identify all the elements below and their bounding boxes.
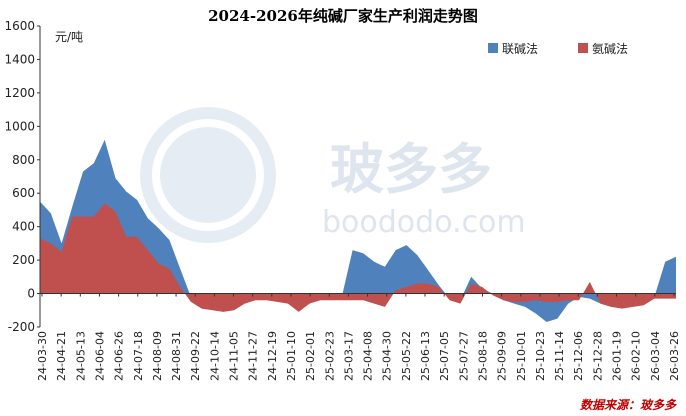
- x-tick-label: 26-03-04: [649, 331, 662, 381]
- plot-area: [40, 139, 676, 322]
- y-tick-label: 200: [12, 253, 35, 267]
- x-tick-label: 25-02-23: [323, 331, 336, 381]
- y-tick-label: 1400: [4, 52, 35, 66]
- y-tick-label: 0: [27, 287, 35, 301]
- x-tick-label: 24-11-05: [228, 331, 241, 381]
- legend-label: 联碱法: [502, 42, 538, 56]
- unit-label: 元/吨: [55, 30, 83, 44]
- x-tick-label: 25-03-17: [342, 331, 355, 381]
- x-tick-label: 25-01-10: [285, 331, 298, 381]
- x-tick-label: 24-06-26: [113, 331, 126, 381]
- x-tick-label: 25-09-09: [496, 331, 509, 381]
- watermark-logo-ring: [152, 119, 264, 231]
- x-tick-label: 24-12-19: [266, 331, 279, 381]
- watermark-domain: boododo.com: [322, 205, 526, 240]
- x-tick-label: 25-10-23: [534, 331, 547, 381]
- legend-swatch: [578, 43, 588, 53]
- watermark-brand: 玻多多: [330, 137, 492, 201]
- series-area-anjian: [40, 203, 676, 312]
- x-tick-label: 24-11-27: [247, 331, 260, 381]
- y-tick-label: 800: [12, 153, 35, 167]
- x-tick-label: 26-01-19: [611, 331, 624, 381]
- x-tick-label: 24-04-21: [55, 331, 68, 381]
- x-tick-label: 25-07-27: [457, 331, 470, 381]
- x-tick-label: 25-07-05: [438, 331, 451, 381]
- x-tick-label: 25-05-22: [400, 331, 413, 381]
- x-tick-label: 24-05-13: [74, 331, 87, 381]
- x-tick-label: 24-09-22: [189, 331, 202, 381]
- x-tick-label: 24-08-09: [151, 331, 164, 381]
- x-tick-label: 24-06-04: [93, 331, 106, 381]
- watermark: 玻多多 boododo.com: [140, 107, 526, 243]
- y-tick-label: 600: [12, 186, 35, 200]
- y-tick-label: 1200: [4, 86, 35, 100]
- x-tick-label: 25-06-13: [419, 331, 432, 381]
- source-note: 数据来源：玻多多: [580, 398, 677, 412]
- x-tick-label: 24-07-18: [132, 331, 145, 381]
- legend-label: 氨碱法: [592, 42, 628, 56]
- x-tick-label: 25-04-30: [381, 331, 394, 381]
- y-tick-label: -200: [8, 320, 35, 334]
- watermark-logo-circle: [140, 107, 276, 243]
- x-tick-label: 26-03-26: [668, 331, 681, 381]
- x-tick-label: 25-02-01: [304, 331, 317, 381]
- x-tick-label: 25-11-14: [553, 331, 566, 381]
- x-tick-label: 25-08-18: [476, 331, 489, 381]
- x-tick-label: 25-10-01: [515, 331, 528, 381]
- y-tick-label: 1600: [4, 19, 35, 33]
- y-tick-label: 1000: [4, 119, 35, 133]
- x-tick-label: 24-08-31: [170, 331, 183, 381]
- x-tick-label: 25-04-08: [362, 331, 375, 381]
- x-tick-label: 25-12-28: [591, 331, 604, 381]
- chart-title: 2024-2026年纯碱厂家生产利润走势图: [208, 7, 478, 25]
- x-tick-label: 24-03-30: [36, 331, 49, 381]
- x-tick-label: 25-12-06: [572, 331, 585, 381]
- x-tick-label: 26-02-10: [630, 331, 643, 381]
- legend-swatch: [488, 43, 498, 53]
- axes: -200 0 200 400 600 800 1000 1200 1400 1600 24-03-3…: [4, 19, 681, 381]
- x-tick-label: 24-10-14: [208, 331, 221, 381]
- y-tick-label: 400: [12, 220, 35, 234]
- legend: 联碱法 氨碱法: [488, 42, 628, 56]
